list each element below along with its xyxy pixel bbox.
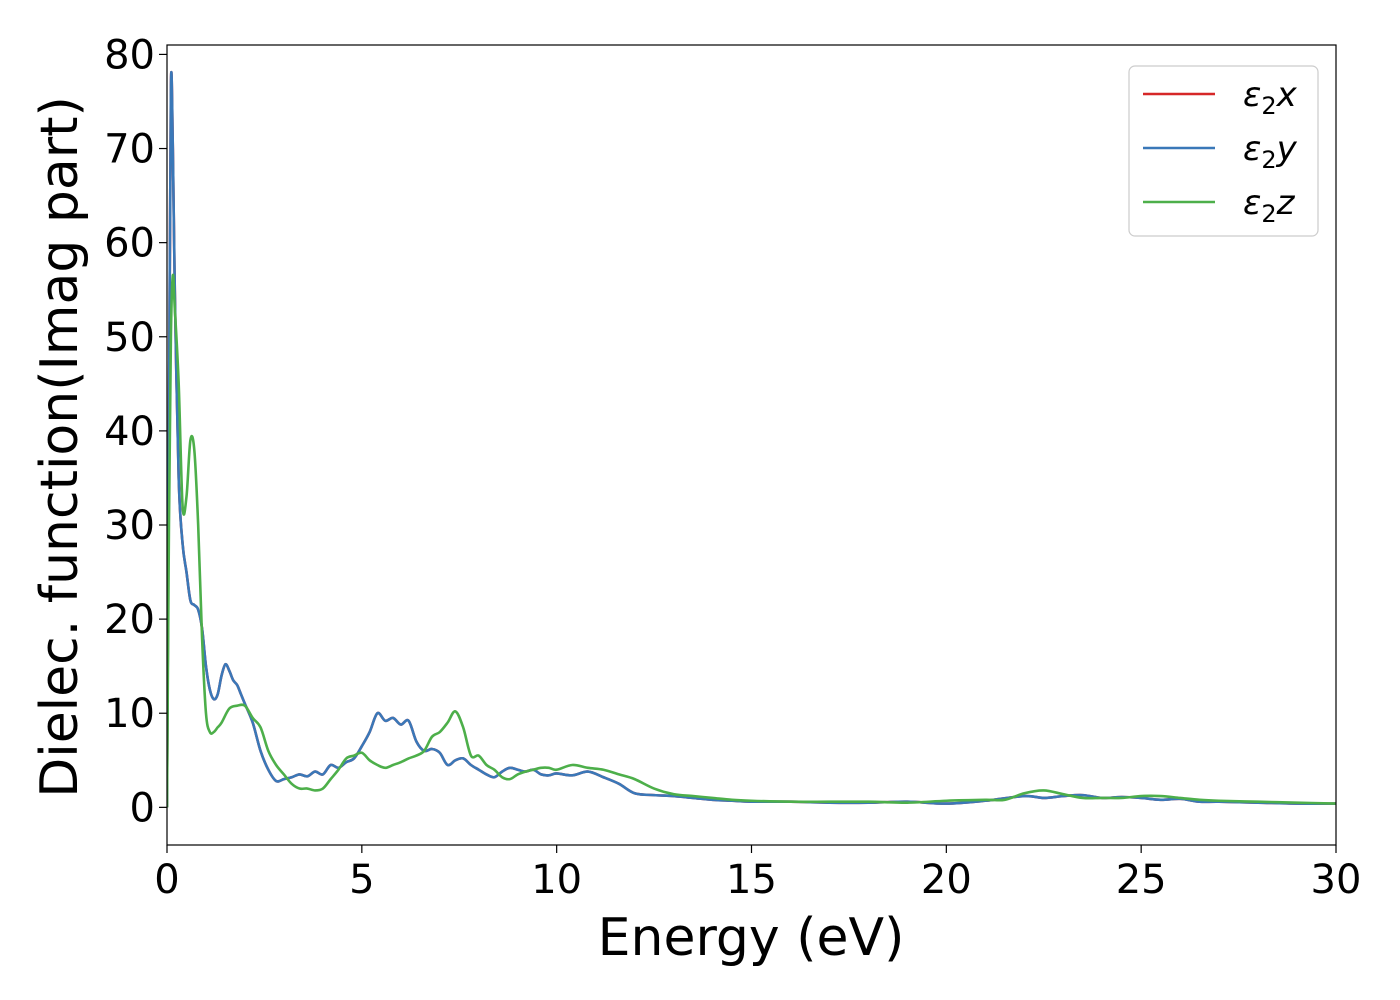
y-tick-label: 20 bbox=[104, 597, 155, 643]
x-tick-label: 25 bbox=[1116, 857, 1167, 903]
series-layer bbox=[167, 70, 1336, 808]
series-line-z bbox=[167, 273, 1336, 808]
y-tick-label: 80 bbox=[104, 32, 155, 78]
y-tick-label: 40 bbox=[104, 409, 155, 455]
x-axis: 0 5 10 15 20 25 30 bbox=[154, 845, 1361, 903]
legend-label-z: ε2z bbox=[1243, 183, 1296, 228]
legend-label-y: ε2y bbox=[1243, 129, 1298, 174]
legend-label-x: ε2x bbox=[1243, 75, 1298, 120]
legend: ε2x ε2y ε2z bbox=[1128, 65, 1319, 237]
x-axis-title: Energy (eV) bbox=[598, 908, 905, 968]
y-tick-label: 50 bbox=[104, 315, 155, 361]
y-tick-label: 10 bbox=[104, 691, 155, 737]
x-tick-label: 20 bbox=[921, 857, 972, 903]
x-tick-label: 5 bbox=[349, 857, 374, 903]
y-axis-title: Dielec. function(Imag part) bbox=[30, 96, 90, 798]
y-tick-label: 60 bbox=[104, 221, 155, 267]
y-tick-label: 70 bbox=[104, 127, 155, 173]
x-tick-label: 10 bbox=[531, 857, 582, 903]
x-tick-label: 30 bbox=[1311, 857, 1362, 903]
y-tick-label: 30 bbox=[104, 503, 155, 549]
y-tick-label: 0 bbox=[130, 785, 155, 831]
x-tick-label: 0 bbox=[154, 857, 179, 903]
legend-frame bbox=[1128, 65, 1319, 237]
y-axis: 0 10 20 30 40 50 60 70 80 bbox=[104, 32, 167, 831]
x-tick-label: 15 bbox=[726, 857, 777, 903]
